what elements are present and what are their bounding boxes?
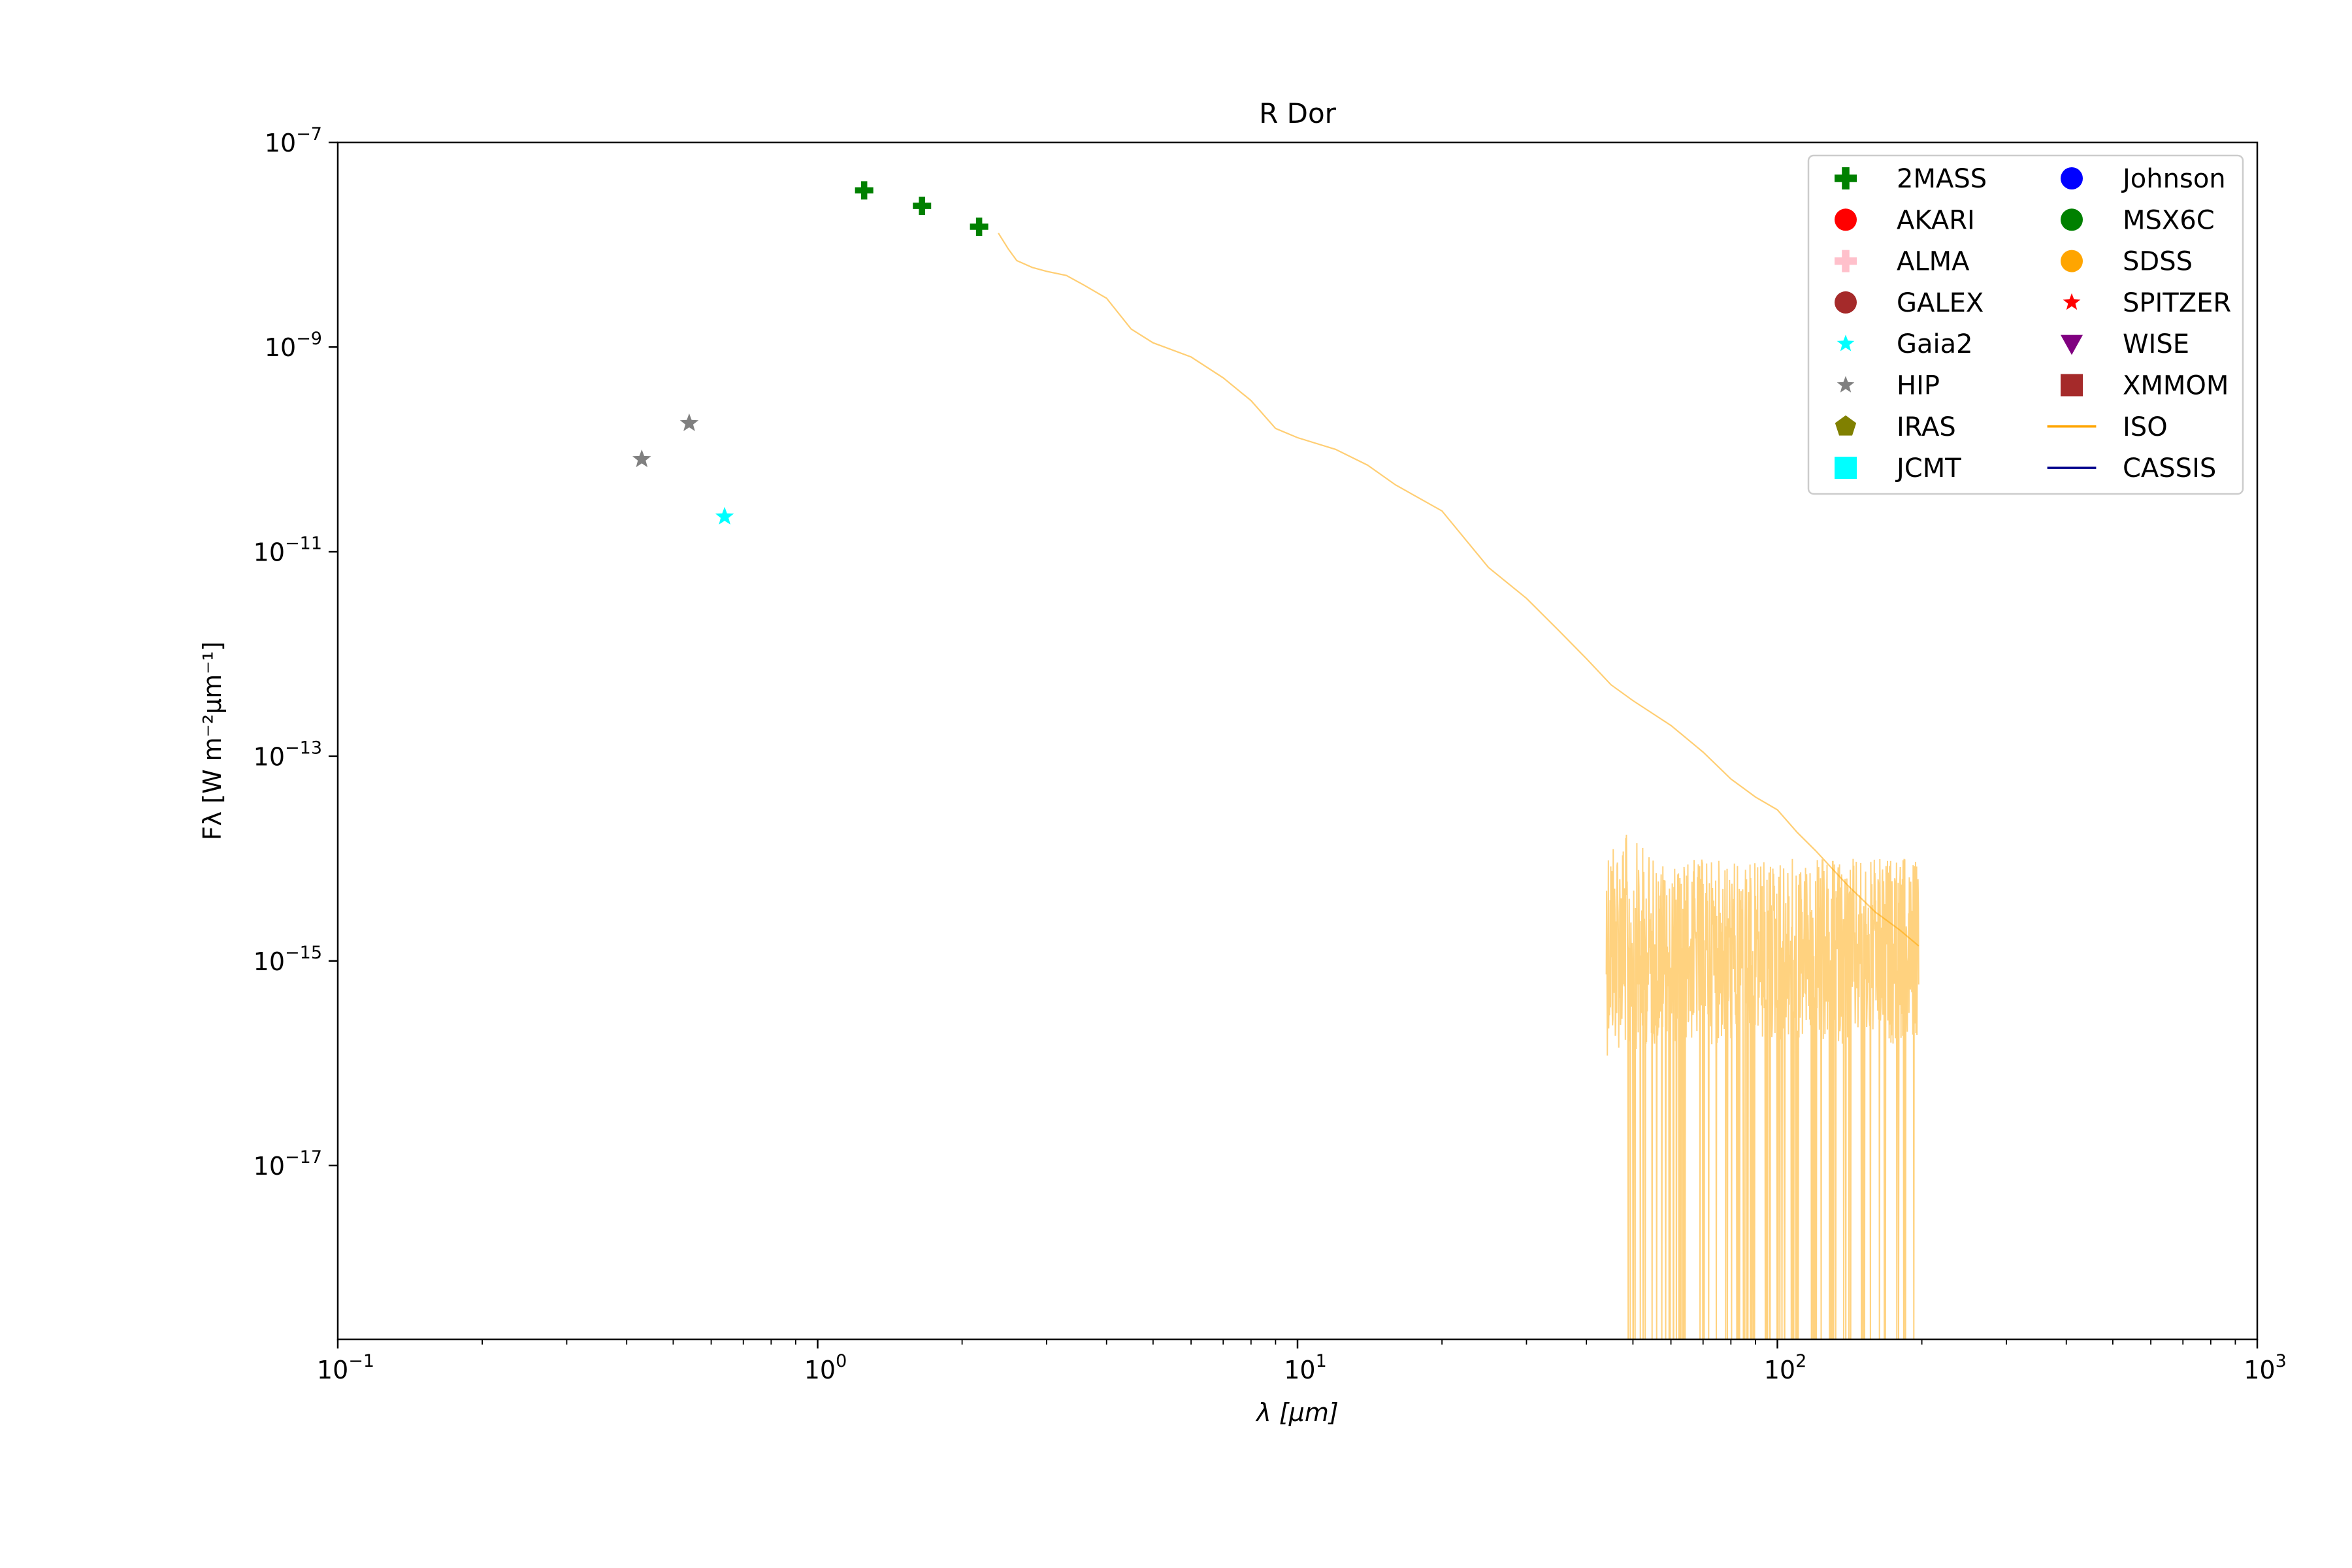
data-point-gaia2 [715,506,734,525]
legend-marker-spitzer [2063,293,2081,310]
legend-label-alma: ALMA [1897,247,1970,277]
plot-series [632,181,1919,1339]
x-tick-label: 10−1 [317,1351,374,1384]
data-point-2mass [855,181,874,200]
legend-label-hip: HIP [1897,371,1940,401]
iso-noise-line [1605,834,1919,1339]
legend-label-msx6c: MSX6C [2123,205,2215,235]
x-tick-label: 100 [804,1351,847,1384]
x-tick-label: 101 [1284,1351,1327,1384]
legend-marker-alma [1835,250,1857,272]
y-axis-label: Fλ [W m⁻²μm⁻¹] [198,642,227,841]
legend-label-akari: AKARI [1897,205,1975,235]
legend-marker-gaia2 [1837,335,1855,351]
legend-marker-hip [1837,376,1855,393]
y-tick-label: 10−7 [265,124,322,157]
legend-label-xmmom: XMMOM [2123,371,2229,401]
y-tick-label: 10−13 [253,738,322,772]
axis-ticks: 10−1 100 101 102 103 10−7 10−9 10−11 10−13 10−15 1… [253,124,2287,1384]
legend-label-gaia2: Gaia2 [1897,329,1973,359]
legend-marker-xmmom [2061,374,2083,397]
x-tick-label: 103 [2244,1351,2287,1384]
legend-label-johnson: Johnson [2121,164,2226,194]
data-point-2mass [913,197,932,216]
legend-label-sdss: SDSS [2123,247,2193,277]
legend-marker-sdss [2061,250,2083,272]
legend-label-wise: WISE [2123,329,2189,359]
legend-label-jcmt: JCMT [1895,453,1961,483]
y-tick-label: 10−9 [265,329,322,362]
legend-label-iras: IRAS [1897,412,1956,442]
data-point-hip [632,449,651,468]
x-axis-label: λ [μm] [1255,1398,1338,1427]
legend-marker-akari [1835,208,1857,231]
iso-spectrum-line [998,233,1919,947]
legend-marker-msx6c [2061,208,2083,231]
plot-area [632,181,1919,1339]
chart-title: R Dor [1259,97,1337,129]
legend-box [1807,154,2244,495]
legend-label-iso: ISO [2123,412,2168,442]
legend-label-2mass: 2MASS [1897,164,1987,194]
legend-label-galex: GALEX [1897,288,1984,318]
y-tick-label: 10−15 [253,943,322,976]
x-tick-label: 102 [1764,1351,1807,1384]
legend-marker-johnson [2061,167,2083,189]
y-tick-label: 10−11 [253,533,322,566]
data-point-2mass [970,218,988,237]
legend-marker-jcmt [1835,457,1857,480]
legend-label-spitzer: SPITZER [2123,288,2231,318]
data-point-hip [679,413,699,431]
legend-marker-iras [1835,415,1857,436]
legend-marker-wise [2061,335,2083,355]
legend: 2MASS AKARI ALMA GALEX Gaia2 HIP IRAS JCMT Johns… [1807,154,2244,495]
legend-marker-2mass [1835,167,1857,189]
y-tick-label: 10−17 [253,1147,322,1181]
legend-marker-galex [1835,291,1857,314]
legend-label-cassis: CASSIS [2123,453,2216,483]
